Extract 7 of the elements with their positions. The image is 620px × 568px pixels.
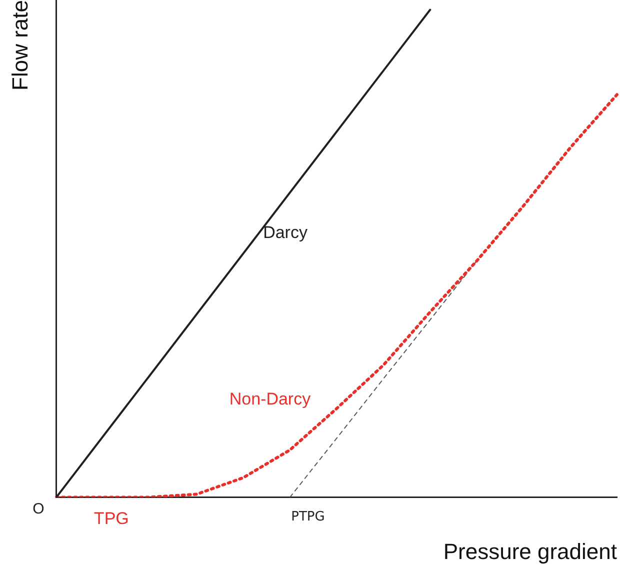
text: TPG [94, 508, 129, 528]
series-label: Darcy [263, 223, 308, 242]
series-label: Non-Darcy [229, 390, 312, 409]
y-axis-title: Flow rate [7, 0, 32, 90]
text: O [32, 500, 44, 518]
x-axis-title: Pressure gradient [443, 538, 617, 564]
text: PTPG [291, 510, 325, 525]
